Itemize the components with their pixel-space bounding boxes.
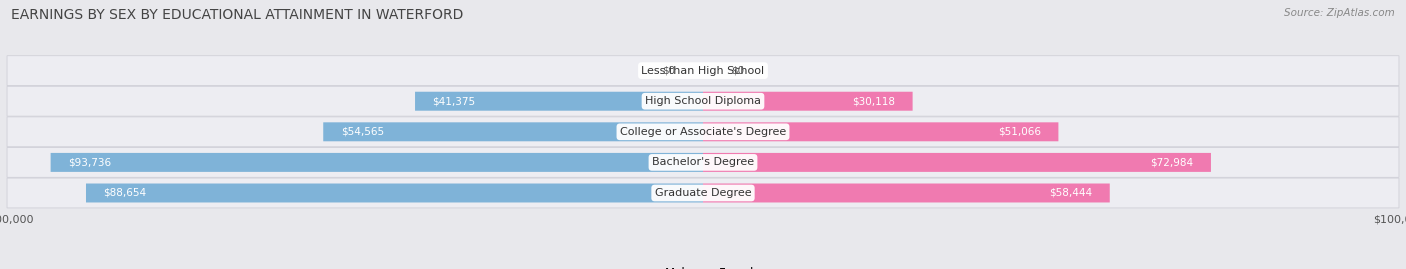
Text: High School Diploma: High School Diploma (645, 96, 761, 106)
Text: $72,984: $72,984 (1150, 157, 1194, 167)
FancyBboxPatch shape (7, 178, 1399, 208)
Text: $0: $0 (662, 66, 675, 76)
Text: EARNINGS BY SEX BY EDUCATIONAL ATTAINMENT IN WATERFORD: EARNINGS BY SEX BY EDUCATIONAL ATTAINMEN… (11, 8, 464, 22)
FancyBboxPatch shape (415, 92, 703, 111)
FancyBboxPatch shape (703, 153, 1211, 172)
FancyBboxPatch shape (703, 92, 912, 111)
FancyBboxPatch shape (703, 122, 1059, 141)
FancyBboxPatch shape (323, 122, 703, 141)
FancyBboxPatch shape (86, 183, 703, 203)
Text: $0: $0 (731, 66, 744, 76)
FancyBboxPatch shape (703, 183, 1109, 203)
FancyBboxPatch shape (51, 153, 703, 172)
Text: $88,654: $88,654 (104, 188, 146, 198)
Text: $51,066: $51,066 (998, 127, 1040, 137)
Text: Graduate Degree: Graduate Degree (655, 188, 751, 198)
FancyBboxPatch shape (7, 117, 1399, 147)
FancyBboxPatch shape (7, 56, 1399, 86)
Text: Less than High School: Less than High School (641, 66, 765, 76)
Legend: Male, Female: Male, Female (640, 263, 766, 269)
Text: $58,444: $58,444 (1049, 188, 1092, 198)
Text: $54,565: $54,565 (340, 127, 384, 137)
Text: Source: ZipAtlas.com: Source: ZipAtlas.com (1284, 8, 1395, 18)
Text: College or Associate's Degree: College or Associate's Degree (620, 127, 786, 137)
Text: Bachelor's Degree: Bachelor's Degree (652, 157, 754, 167)
Text: $41,375: $41,375 (433, 96, 475, 106)
Text: $93,736: $93,736 (67, 157, 111, 167)
FancyBboxPatch shape (7, 86, 1399, 116)
FancyBboxPatch shape (7, 147, 1399, 177)
Text: $30,118: $30,118 (852, 96, 896, 106)
